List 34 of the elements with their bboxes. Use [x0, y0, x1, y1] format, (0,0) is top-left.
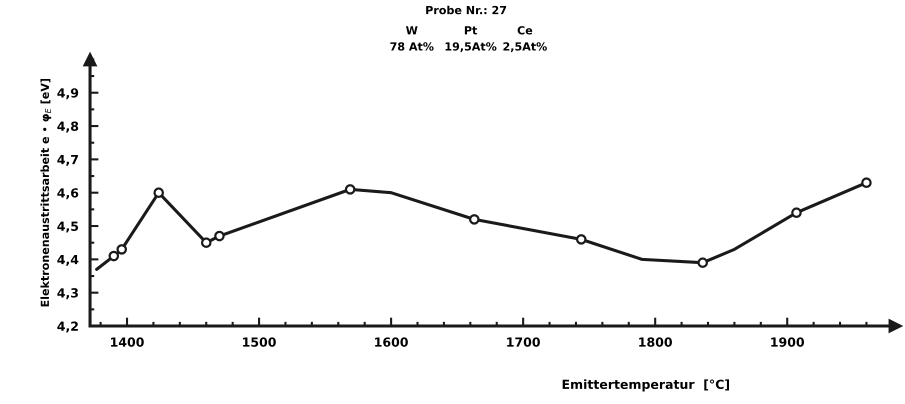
- point: [344, 184, 356, 195]
- chart-title: Probe Nr.: 27: [426, 6, 506, 14]
- point: [576, 234, 587, 245]
- point: [697, 257, 708, 268]
- y-tick-label: 4,3: [57, 288, 78, 300]
- x-tick-label: 1600: [375, 337, 408, 347]
- y-tick-label: 4,7: [57, 155, 78, 166]
- x-tick-label: 1700: [507, 337, 540, 347]
- text: Pt: [464, 26, 478, 34]
- point: [153, 187, 164, 198]
- point: [108, 250, 120, 262]
- y-axis-title: Elektronenaustrittsarbeit e • φ$_{E}$ [eV]: [40, 78, 52, 306]
- text: 78 At%: [390, 42, 434, 51]
- point: [791, 207, 802, 218]
- y-tick-label: 4,6: [57, 188, 78, 200]
- y-tick-label: 4,5: [57, 222, 78, 233]
- x-tick-label: 1500: [243, 337, 276, 347]
- y-tick-label: 4,8: [57, 122, 78, 133]
- y-tick-label: 4,2: [57, 322, 78, 333]
- text: 19,5At%: [446, 42, 496, 52]
- y-tick-label: 4,9: [57, 88, 78, 100]
- text: Ce: [518, 26, 532, 34]
- x-axis-title: Emittertemperatur [°C]: [562, 379, 730, 392]
- point: [214, 230, 225, 242]
- point: [200, 237, 212, 248]
- x-tick-label: 1900: [771, 337, 804, 347]
- y-tick-label: 4,4: [57, 255, 78, 266]
- text: W: [406, 26, 418, 34]
- text: 2,5At%: [503, 42, 547, 52]
- x-tick-label: 1800: [639, 337, 672, 347]
- point: [116, 244, 128, 255]
- x-tick-label: 1400: [111, 337, 144, 347]
- point: [861, 177, 872, 188]
- point: [469, 214, 480, 225]
